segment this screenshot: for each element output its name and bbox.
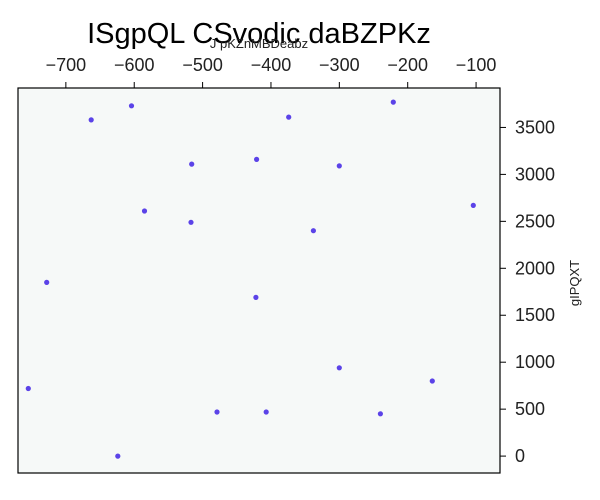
data-point <box>188 219 194 225</box>
data-point <box>128 103 135 109</box>
y-axis-ticks: 0 500 1000 1500 2000 2500 3000 3500 <box>500 117 555 466</box>
chart-title: ISgpQL CSvodic daBZPKz <box>87 18 431 50</box>
x-tick-label: −400 <box>251 55 292 75</box>
data-point <box>377 411 383 417</box>
y-tick-label: 0 <box>515 446 525 466</box>
y-tick-label: 1500 <box>515 305 555 325</box>
plot-area <box>18 88 500 473</box>
x-tick-label: −200 <box>387 55 428 75</box>
y-tick-label: 2500 <box>515 211 555 231</box>
data-points <box>25 99 476 459</box>
data-point <box>25 385 31 392</box>
data-point <box>336 163 342 169</box>
y-tick-label: 500 <box>515 399 545 419</box>
data-point <box>310 228 316 234</box>
data-point <box>253 294 259 300</box>
x-axis-label: J pKZnMBDeabz <box>210 36 308 51</box>
data-point <box>429 378 435 384</box>
data-point <box>189 161 195 167</box>
y-tick-label: 3000 <box>515 164 555 184</box>
y-tick-label: 1000 <box>515 352 555 372</box>
y-tick-label: 3500 <box>515 117 555 137</box>
data-point <box>286 114 292 120</box>
data-point <box>88 117 94 123</box>
data-point <box>44 279 50 285</box>
data-point <box>263 409 269 415</box>
x-tick-label: −600 <box>114 55 155 75</box>
data-point <box>254 156 260 162</box>
x-tick-label: −300 <box>319 55 360 75</box>
data-point <box>115 453 121 459</box>
data-point <box>470 202 476 208</box>
x-tick-label: −100 <box>456 55 497 75</box>
x-axis-ticks: −700 −600 −500 −400 −300 −200 −100 <box>46 55 497 88</box>
plot-frame <box>17 87 501 474</box>
y-tick-label: 2000 <box>515 258 555 278</box>
y-axis-label: gIPQXT <box>567 260 582 306</box>
data-point <box>390 99 396 105</box>
data-point <box>141 208 148 214</box>
x-tick-label: −700 <box>46 55 87 75</box>
data-point <box>214 409 220 415</box>
x-tick-label: −500 <box>182 55 223 75</box>
data-point <box>336 365 342 371</box>
